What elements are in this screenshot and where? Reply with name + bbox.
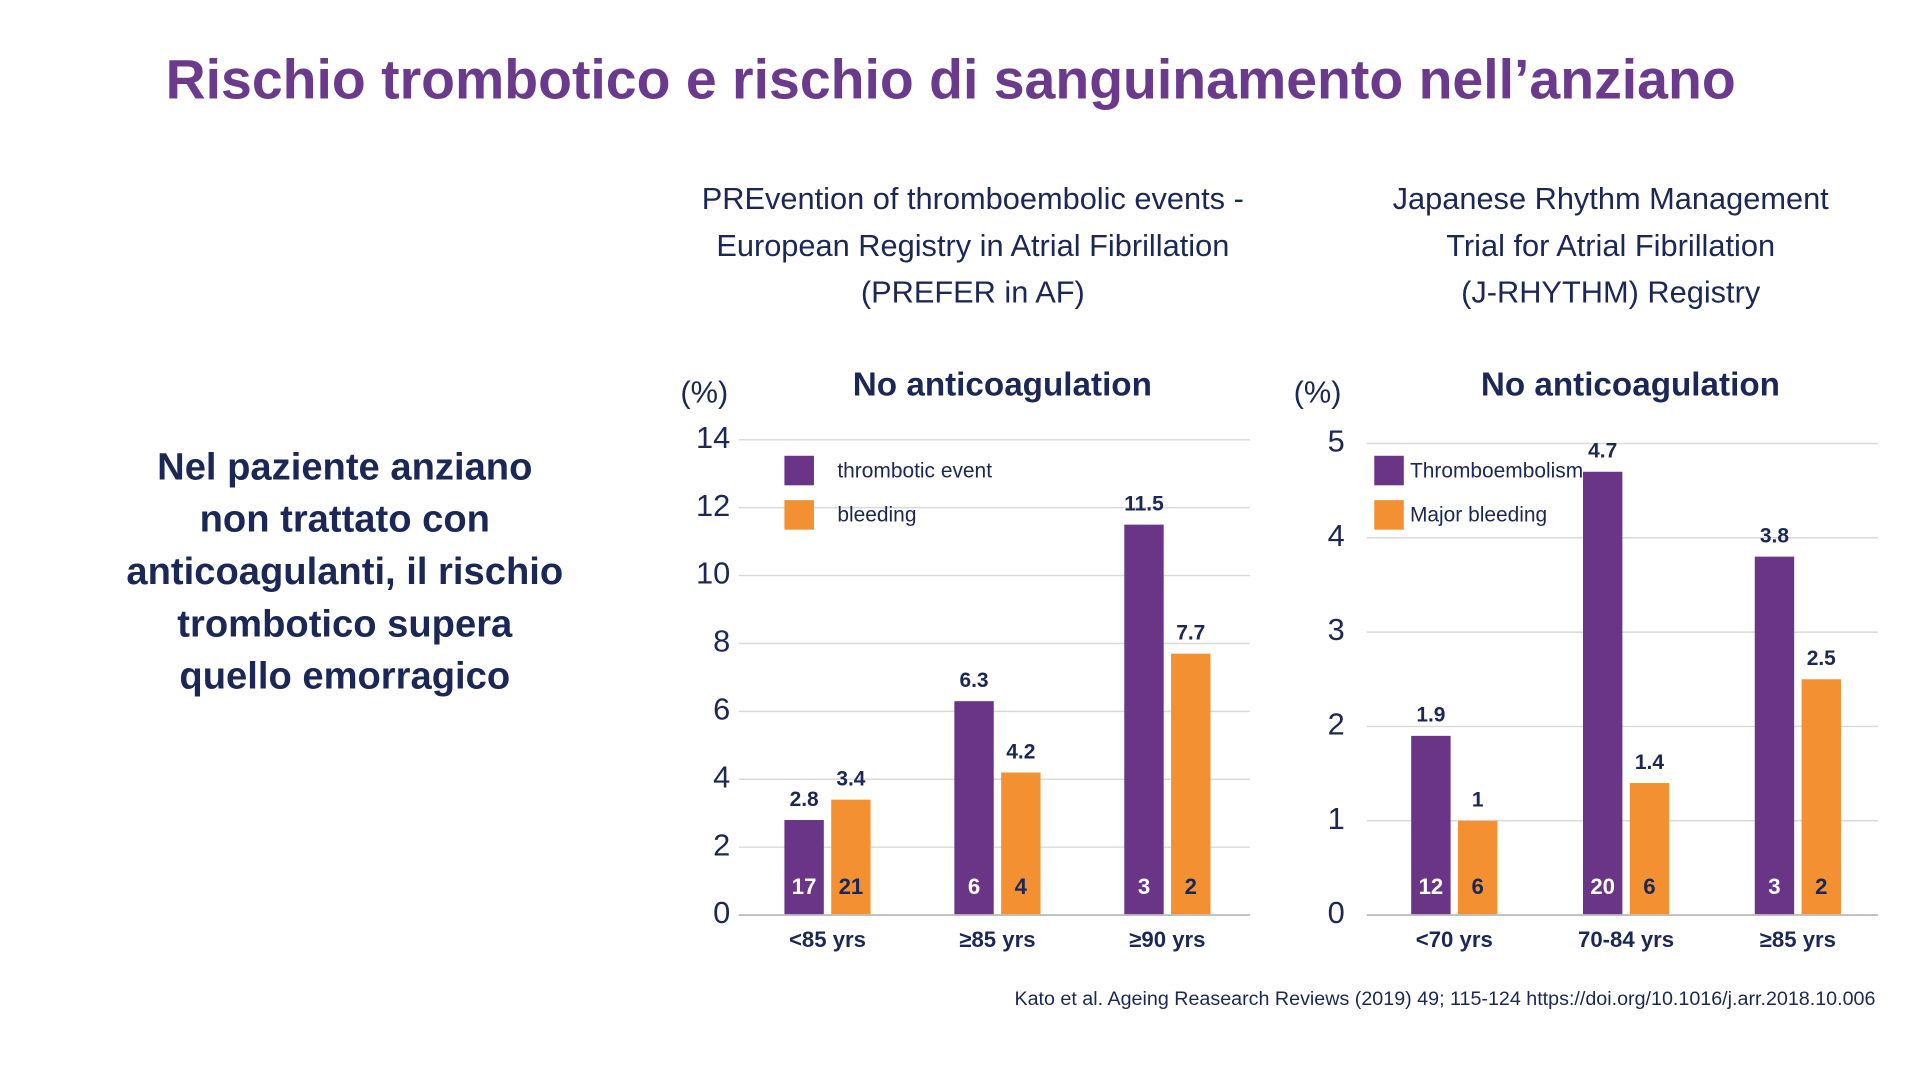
y-tick-label: 4	[1328, 518, 1345, 553]
y-tick-label: 5	[1328, 424, 1345, 459]
legend-swatch	[1374, 500, 1404, 530]
value-label: 2.5	[1807, 647, 1836, 670]
value-label: 3.8	[1760, 524, 1789, 547]
value-label: 7.7	[1176, 621, 1205, 644]
y-tick-label: 0	[713, 895, 730, 930]
value-label: 11.5	[1124, 492, 1164, 515]
x-tick-label: <85 yrs	[789, 927, 866, 952]
y-tick-label: 14	[696, 420, 730, 455]
y-tick-label: 4	[713, 759, 730, 794]
bar	[831, 799, 871, 916]
count-label: 3	[1768, 874, 1780, 899]
value-label: 4.2	[1006, 740, 1035, 763]
chart-subtitle: European Registry in Atrial Fibrillation	[716, 228, 1229, 263]
value-label: 1	[1472, 789, 1484, 812]
y-tick-label: 10	[696, 556, 730, 591]
value-label: 4.7	[1588, 440, 1617, 463]
y-tick-label: 2	[1328, 707, 1345, 742]
chart-subtitle: Trial for Atrial Fibrillation	[1446, 228, 1775, 263]
y-tick-label: 2	[713, 827, 730, 862]
x-tick-label: <70 yrs	[1416, 927, 1493, 952]
page-title: Rischio trombotico e rischio di sanguina…	[166, 49, 1736, 111]
count-label: 6	[1643, 874, 1655, 899]
bar	[1001, 772, 1041, 916]
y-tick-label: 6	[713, 691, 730, 726]
chart-subtitle: (PREFER in AF)	[861, 275, 1085, 310]
count-label: 20	[1590, 874, 1615, 899]
x-tick-label: 70-84 yrs	[1578, 927, 1674, 952]
value-label: 3.4	[836, 767, 865, 790]
legend-swatch	[784, 500, 814, 530]
y-tick-label: 0	[1328, 895, 1345, 930]
chart-subtitle: Japanese Rhythm Management	[1393, 181, 1830, 216]
bar	[1629, 783, 1670, 916]
legend-swatch	[1374, 455, 1404, 486]
chart-title: No anticoagulation	[853, 367, 1152, 404]
x-tick-label: ≥90 yrs	[1129, 927, 1205, 952]
y-axis-label: (%)	[680, 374, 728, 409]
y-tick-label: 12	[696, 488, 730, 523]
legend-label: Thromboembolism	[1410, 459, 1583, 482]
bar	[1124, 524, 1164, 916]
bar	[1171, 653, 1211, 916]
count-label: 6	[968, 874, 980, 899]
value-label: 6.3	[959, 669, 988, 692]
citation: Kato et al. Ageing Reasearch Reviews (20…	[1014, 988, 1875, 1010]
y-tick-label: 3	[1328, 612, 1345, 647]
count-label: 21	[839, 874, 864, 899]
x-tick-label: ≥85 yrs	[1760, 927, 1836, 952]
bar	[1801, 679, 1841, 916]
bar	[954, 701, 994, 916]
legend-label: bleeding	[837, 504, 916, 527]
value-label: 2.8	[790, 788, 819, 811]
count-label: 2	[1815, 874, 1827, 899]
bar	[1754, 556, 1795, 916]
bar	[1582, 471, 1623, 916]
count-label: 4	[1015, 874, 1028, 899]
chart-subtitle: PREvention of thromboembolic events -	[702, 181, 1244, 216]
legend-swatch	[784, 455, 814, 486]
value-label: 1.9	[1416, 704, 1445, 727]
y-axis-label: (%)	[1294, 374, 1342, 409]
side-text: non trattato con	[200, 498, 490, 541]
x-tick-label: ≥85 yrs	[959, 927, 1035, 952]
count-label: 2	[1185, 874, 1197, 899]
side-text: trombotico supera	[177, 602, 513, 645]
y-tick-label: 1	[1328, 801, 1345, 836]
bar	[1457, 820, 1498, 916]
side-text: anticoagulanti, il rischio	[126, 550, 563, 593]
count-label: 17	[792, 874, 817, 899]
value-label: 1.4	[1635, 751, 1664, 774]
y-tick-label: 8	[713, 624, 730, 659]
bar	[784, 820, 824, 916]
chart-subtitle: (J-RHYTHM) Registry	[1461, 275, 1761, 310]
count-label: 6	[1472, 874, 1484, 899]
legend-label: thrombotic event	[837, 459, 992, 482]
side-text: quello emorragico	[179, 655, 510, 698]
side-text: Nel paziente anziano	[157, 445, 532, 488]
bar	[1411, 735, 1451, 916]
chart-title: No anticoagulation	[1481, 367, 1780, 404]
legend-label: Major bleeding	[1410, 504, 1547, 527]
count-label: 3	[1138, 874, 1150, 899]
count-label: 12	[1419, 874, 1444, 899]
